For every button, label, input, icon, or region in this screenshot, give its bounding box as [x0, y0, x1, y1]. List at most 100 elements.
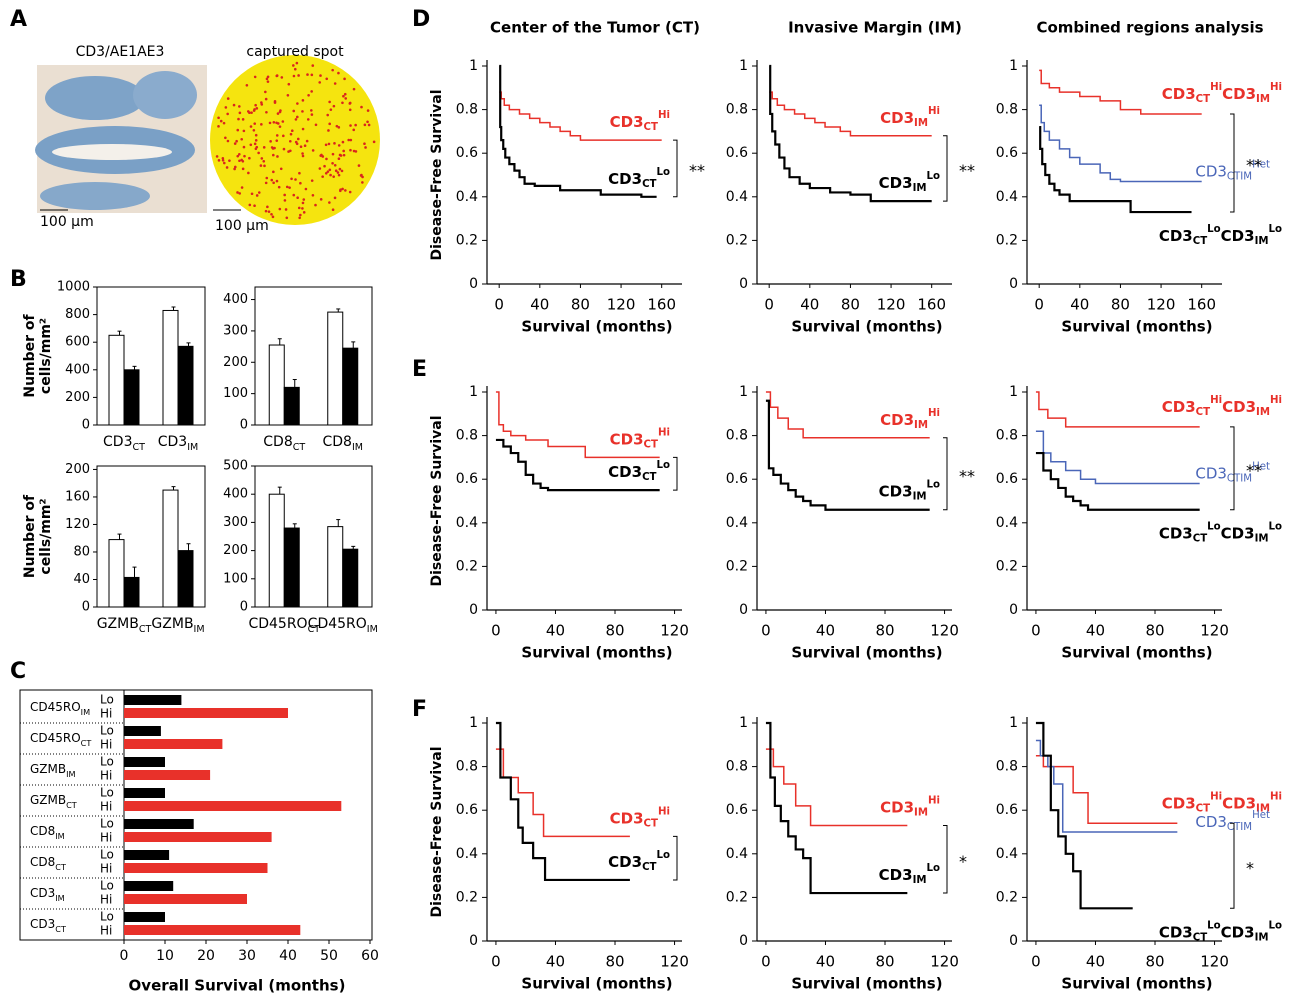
panel-a-images: [35, 55, 380, 225]
y-axis-label: Number of: [22, 494, 38, 578]
spot-dot: [279, 109, 282, 112]
y-tick-label: 0.6: [996, 145, 1018, 161]
spot-dot: [301, 154, 305, 158]
spot-dot: [367, 123, 371, 127]
panel-label: C: [10, 659, 26, 684]
series-label: CD3CTLo: [608, 460, 670, 483]
spot-dot: [296, 102, 299, 105]
y-tick-label: 600: [65, 335, 90, 350]
survival-curve: [765, 721, 908, 895]
bracket: [943, 824, 948, 894]
y-tick-label: 0: [240, 600, 248, 615]
y-tick-label: 0.2: [996, 558, 1018, 574]
survival-curve: [1035, 721, 1133, 910]
y-tick-label: 0.6: [996, 802, 1018, 818]
spot-dot: [266, 205, 269, 209]
x-tick-label: 0: [761, 622, 771, 640]
x-tick-label-part: GZMB: [151, 616, 193, 632]
spot-dot: [361, 175, 364, 179]
survival-curve: [769, 91, 932, 137]
panel-label: E: [412, 357, 427, 382]
category-label: CD3IM: [30, 886, 65, 903]
spot-dot: [324, 143, 328, 147]
x-tick-label-part: CD8: [323, 434, 352, 450]
spot-dot: [253, 142, 257, 146]
series-label-part: IM: [913, 492, 927, 503]
y-tick-label: 0: [739, 276, 748, 292]
spot-dot: [294, 118, 298, 121]
spot-dot: [255, 194, 259, 197]
x-tick-label: 0: [764, 296, 774, 314]
y-tick-label: 200: [223, 543, 248, 558]
x-axis-label: Survival (months): [791, 975, 942, 993]
spot-dot: [295, 115, 299, 119]
series-label: CD3CTHi: [610, 806, 670, 829]
spot-dot: [305, 139, 309, 143]
significance: *: [1246, 858, 1254, 877]
spot-dot: [242, 129, 246, 133]
bar: [162, 309, 179, 426]
x-tick-label: 20: [197, 948, 215, 964]
series-label-part: CTIM: [1227, 474, 1252, 485]
series-label-part: CD3: [1222, 397, 1256, 415]
series-label-part: Hi: [658, 427, 670, 438]
series-label-part: CD3: [1162, 397, 1196, 415]
category-label-part: CD3: [30, 886, 55, 900]
bar: [283, 527, 300, 608]
spot-dot: [337, 157, 341, 160]
x-tick-label: 80: [1145, 953, 1164, 971]
spot-dot: [276, 112, 280, 115]
bar: [124, 801, 342, 811]
series-label-part: CD3: [1195, 464, 1227, 482]
legend-label: Lo: [100, 910, 114, 924]
spot-dot: [303, 144, 307, 147]
x-tick-label: CD8IM: [323, 434, 364, 453]
spot-dot: [289, 132, 293, 136]
series-label-part: CD3: [1222, 794, 1256, 812]
y-tick-label: 1: [739, 384, 748, 400]
x-tick-label: 60: [361, 948, 379, 964]
spot-dot: [342, 149, 345, 153]
series-label-part: Hi: [1270, 395, 1282, 406]
spot-dot: [327, 142, 331, 146]
spot-dot: [337, 126, 341, 129]
spot-dot: [325, 157, 328, 161]
spot-dot: [342, 153, 346, 157]
spot-dot: [265, 176, 269, 180]
spot-dot: [297, 206, 301, 210]
x-tick-label: 80: [875, 622, 894, 640]
series-label-part: CT: [1193, 236, 1207, 247]
spot-dot: [248, 156, 251, 160]
survival-curve: [765, 391, 930, 439]
spot-dot: [238, 159, 241, 163]
spot-dot: [243, 154, 246, 158]
category-label-part: IM: [55, 831, 64, 841]
series-label-part: CD3: [1159, 227, 1193, 245]
y-axis-label: Disease-Free Survival: [429, 415, 445, 586]
survival-curve: [499, 91, 662, 141]
x-tick-label: 80: [605, 622, 624, 640]
series-label-part: CD3: [880, 108, 914, 126]
series-label: CD3IMLo: [879, 863, 940, 886]
series-label-part: Lo: [1269, 522, 1283, 533]
spot-dot: [259, 164, 263, 167]
category-label-part: CT: [55, 862, 66, 872]
spot-dot: [343, 77, 346, 81]
spot-dot: [299, 181, 302, 185]
spot-dot: [295, 142, 299, 146]
y-tick-label: 0.8: [456, 428, 478, 444]
spot-dot: [352, 149, 356, 153]
spot-dot: [328, 168, 332, 172]
x-tick-label: 120: [1147, 296, 1176, 314]
series-label: CD3IMHi: [880, 408, 940, 431]
spot-dot: [285, 185, 289, 189]
spot-dot: [341, 187, 344, 191]
spot-dot: [241, 160, 245, 163]
spot-dot: [268, 121, 272, 125]
spot-dot: [292, 64, 295, 67]
spot-dot: [288, 139, 292, 143]
y-tick-label: 0.6: [726, 145, 748, 161]
bar: [123, 576, 140, 608]
column-title: Combined regions analysis: [1036, 19, 1263, 37]
